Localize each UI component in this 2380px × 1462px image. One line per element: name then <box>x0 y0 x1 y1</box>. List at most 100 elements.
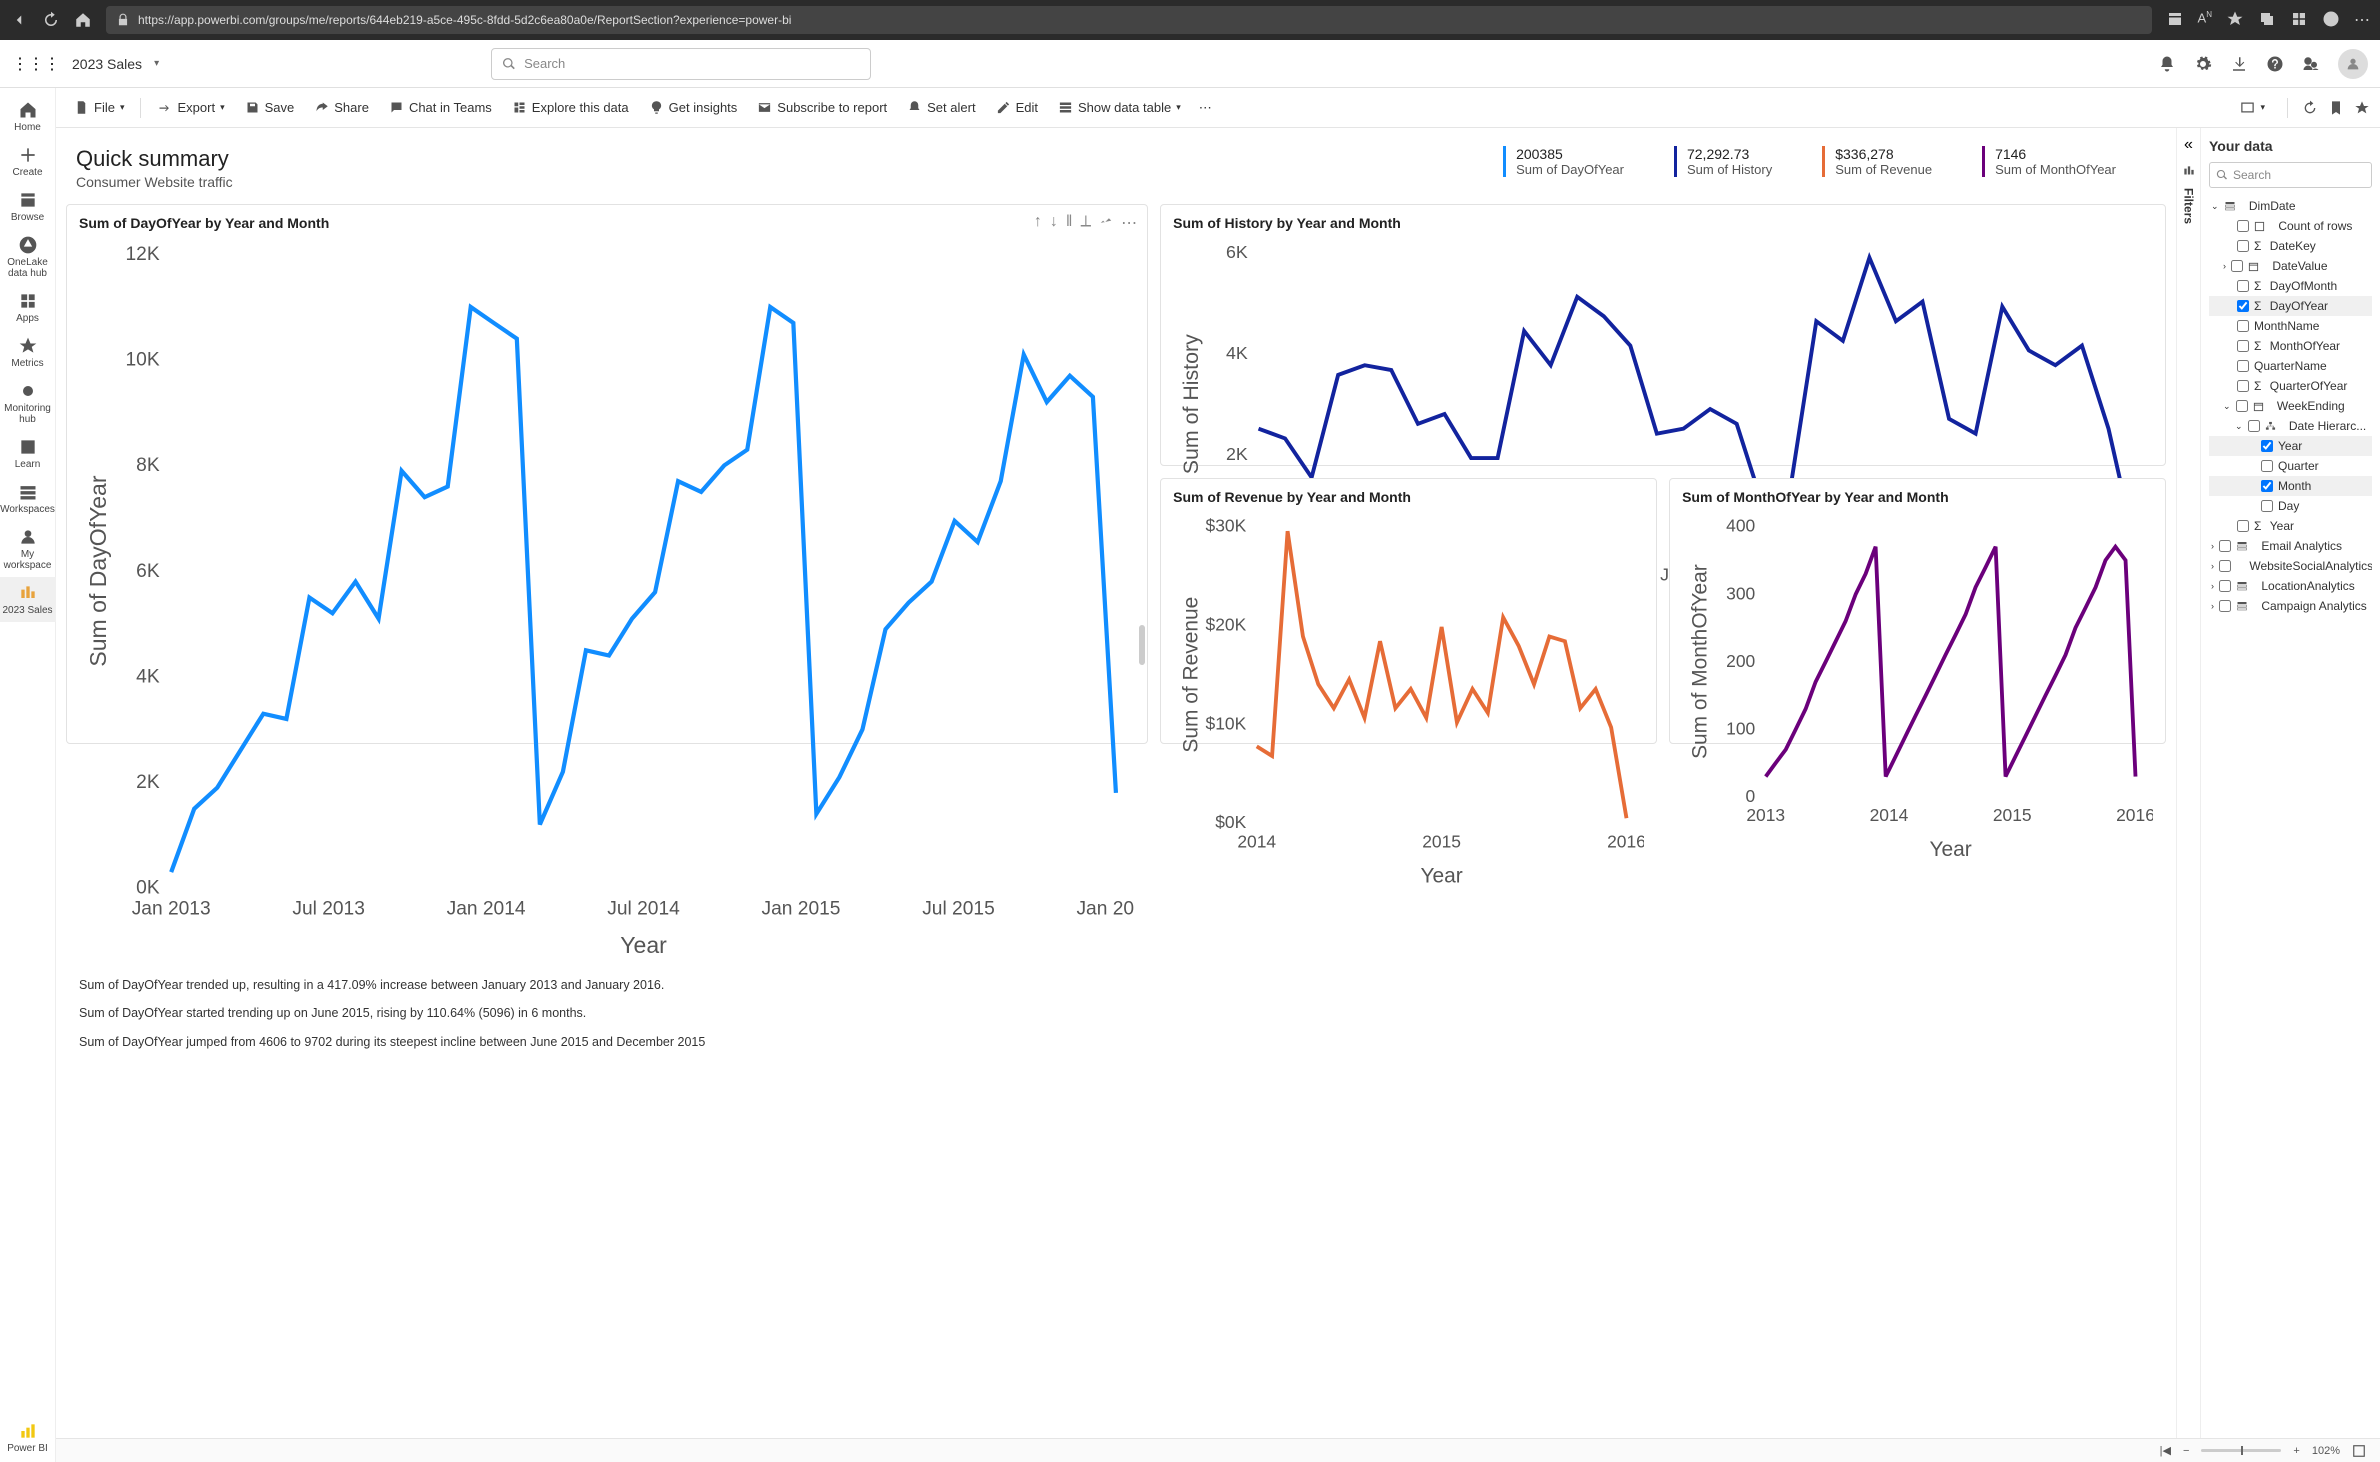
refresh-icon[interactable] <box>42 11 60 29</box>
field-day[interactable]: Day <box>2209 496 2372 516</box>
field-search[interactable]: Search <box>2209 162 2372 188</box>
global-search[interactable]: Search <box>491 48 871 80</box>
rail-item-home[interactable]: Home <box>0 94 56 139</box>
field-year[interactable]: Year <box>2209 436 2372 456</box>
field-datevalue[interactable]: › DateValue <box>2209 256 2372 276</box>
field-weekending[interactable]: ⌄ WeekEnding <box>2209 396 2372 416</box>
bookmark-icon[interactable] <box>2328 100 2344 116</box>
table-dimdate[interactable]: ⌄ DimDate <box>2209 196 2372 216</box>
field-quartername[interactable]: QuarterName <box>2209 356 2372 376</box>
rail-item-metrics[interactable]: Metrics <box>0 330 56 375</box>
file-button[interactable]: File▾ <box>66 96 132 119</box>
show-table-button[interactable]: Show data table▾ <box>1050 96 1189 119</box>
refresh-visual-icon[interactable] <box>2302 100 2318 116</box>
home-icon[interactable] <box>74 11 92 29</box>
field-year[interactable]: Σ Year <box>2209 516 2372 536</box>
more-icon[interactable]: ⋯ <box>1193 100 1218 116</box>
zoom-out[interactable]: − <box>2183 1445 2189 1457</box>
chevron-down-icon[interactable]: ▾ <box>154 58 159 69</box>
share-button[interactable]: Share <box>306 96 377 119</box>
svg-text:2K: 2K <box>1226 444 1248 464</box>
chart-card-history[interactable]: Sum of History by Year and Month 0K2K4K6… <box>1160 204 2166 466</box>
page-title: Quick summary <box>76 146 233 172</box>
subscribe-button[interactable]: Subscribe to report <box>749 96 895 119</box>
chat-teams-button[interactable]: Chat in Teams <box>381 96 500 119</box>
collapse-icon[interactable]: « <box>2184 136 2193 154</box>
feedback-icon[interactable] <box>2302 55 2320 73</box>
chart-tools[interactable]: ↑↓‖⟂ ⋯ <box>1034 213 1137 233</box>
copilot-icon[interactable] <box>2322 10 2340 28</box>
field-quarter[interactable]: Quarter <box>2209 456 2372 476</box>
export-button[interactable]: Export▾ <box>149 96 232 119</box>
extensions-icon[interactable] <box>2290 10 2308 28</box>
alert-button[interactable]: Set alert <box>899 96 983 119</box>
shopping-icon[interactable] <box>2166 10 2184 28</box>
chart-card-revenue[interactable]: Sum of Revenue by Year and Month $0K$10K… <box>1160 478 1657 744</box>
table-email-analytics[interactable]: › Email Analytics <box>2209 536 2372 556</box>
view-mode-button[interactable]: ▾ <box>2232 96 2273 119</box>
filters-pane-collapsed[interactable]: « Filters <box>2176 128 2200 1438</box>
svg-text:$30K: $30K <box>1206 516 1247 536</box>
scrollbar-thumb[interactable] <box>1139 625 1145 665</box>
text-size-icon[interactable]: AN <box>2198 10 2212 30</box>
settings-icon[interactable] <box>2194 55 2212 73</box>
field-monthofyear[interactable]: Σ MonthOfYear <box>2209 336 2372 356</box>
summary-header: Quick summary Consumer Website traffic 2… <box>66 142 2166 204</box>
url-bar[interactable]: https://app.powerbi.com/groups/me/report… <box>106 6 2152 34</box>
svg-text:0K: 0K <box>136 878 160 899</box>
field-count-of-rows[interactable]: Count of rows <box>2209 216 2372 236</box>
insight-text: Sum of DayOfYear trended up, resulting i… <box>79 970 1135 1062</box>
explore-button[interactable]: Explore this data <box>504 96 637 119</box>
rail-powerbi[interactable]: Power BI <box>0 1415 56 1462</box>
svg-text:2K: 2K <box>136 772 160 793</box>
field-dayofmonth[interactable]: Σ DayOfMonth <box>2209 276 2372 296</box>
rail-item-workspaces[interactable]: Workspaces <box>0 476 56 521</box>
chart-card-monthofyear[interactable]: Sum of MonthOfYear by Year and Month 010… <box>1669 478 2166 744</box>
collections-icon[interactable] <box>2258 10 2276 28</box>
insights-button[interactable]: Get insights <box>641 96 746 119</box>
filters-label: Filters <box>2182 188 2196 224</box>
rail-item-create[interactable]: Create <box>0 139 56 184</box>
rail-item-onelake-data-hub[interactable]: OneLake data hub <box>0 229 56 285</box>
svg-text:300: 300 <box>1726 583 1755 603</box>
field-month[interactable]: Month <box>2209 476 2372 496</box>
field-dayofyear[interactable]: Σ DayOfYear <box>2209 296 2372 316</box>
back-icon[interactable] <box>10 11 28 29</box>
lock-icon <box>116 13 130 27</box>
table-locationanalytics[interactable]: › LocationAnalytics <box>2209 576 2372 596</box>
rail-item-apps[interactable]: Apps <box>0 285 56 330</box>
zoom-slider[interactable] <box>2201 1449 2281 1452</box>
help-icon[interactable] <box>2266 55 2284 73</box>
app-launcher-icon[interactable]: ⋮⋮⋮ <box>12 54 60 74</box>
zoom-in[interactable]: + <box>2293 1445 2299 1457</box>
favorite-icon[interactable] <box>2354 100 2370 116</box>
rail-item-my-workspace[interactable]: My workspace <box>0 521 56 577</box>
svg-text:2015: 2015 <box>1422 831 1461 851</box>
notifications-icon[interactable] <box>2158 55 2176 73</box>
rail-item-browse[interactable]: Browse <box>0 184 56 229</box>
chart-icon <box>2182 164 2196 178</box>
save-button[interactable]: Save <box>237 96 303 119</box>
field-quarterofyear[interactable]: Σ QuarterOfYear <box>2209 376 2372 396</box>
field-monthname[interactable]: MonthName <box>2209 316 2372 336</box>
fit-page-icon[interactable] <box>2352 1444 2366 1458</box>
download-icon[interactable] <box>2230 55 2248 73</box>
field-datekey[interactable]: Σ DateKey <box>2209 236 2372 256</box>
edit-button[interactable]: Edit <box>988 96 1046 119</box>
rail-item-monitoring-hub[interactable]: Monitoring hub <box>0 375 56 431</box>
chart-card-dayofyear[interactable]: Sum of DayOfYear by Year and Month ↑↓‖⟂ … <box>66 204 1148 744</box>
svg-text:Year: Year <box>620 932 667 958</box>
svg-text:0: 0 <box>1746 786 1756 806</box>
rail-item-learn[interactable]: Learn <box>0 431 56 476</box>
kpi-sum-of-revenue: $336,278Sum of Revenue <box>1822 146 1932 177</box>
table-campaign-analytics[interactable]: › Campaign Analytics <box>2209 596 2372 616</box>
star-icon[interactable] <box>2226 10 2244 28</box>
more-icon[interactable]: ⋯ <box>2354 10 2370 30</box>
workspace-title[interactable]: 2023 Sales <box>72 56 142 72</box>
search-icon <box>2216 169 2228 181</box>
rail-item-2023-sales[interactable]: 2023 Sales <box>0 577 56 622</box>
user-avatar[interactable] <box>2338 49 2368 79</box>
table-websitesocialanalytics[interactable]: › WebsiteSocialAnalytics <box>2209 556 2372 576</box>
field-date-hierarc-[interactable]: ⌄ Date Hierarc... <box>2209 416 2372 436</box>
page-nav-prev[interactable]: |◀ <box>2160 1444 2171 1457</box>
